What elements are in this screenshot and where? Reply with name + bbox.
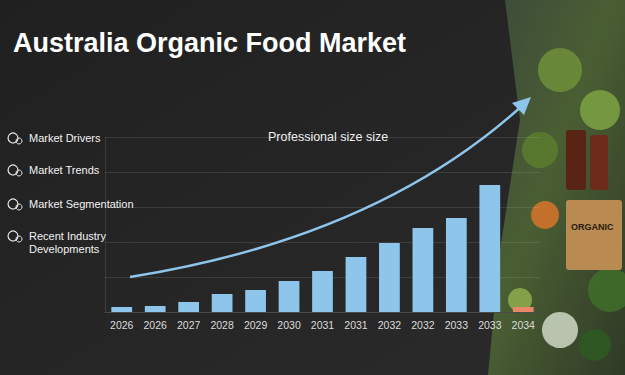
svg-text:2028: 2028 <box>210 319 234 331</box>
svg-text:2029: 2029 <box>244 319 268 331</box>
svg-text:Market Trends: Market Trends <box>29 164 100 176</box>
svg-text:2032: 2032 <box>411 319 435 331</box>
svg-text:Australia Organic Food Market: Australia Organic Food Market <box>13 28 406 58</box>
svg-text:ORGANIC: ORGANIC <box>571 222 614 232</box>
svg-text:2026: 2026 <box>110 319 134 331</box>
svg-text:Market Drivers: Market Drivers <box>29 132 101 144</box>
svg-text:2026: 2026 <box>144 319 168 331</box>
svg-text:2030: 2030 <box>277 319 301 331</box>
svg-text:2034: 2034 <box>512 319 536 331</box>
svg-text:Developments: Developments <box>29 243 100 255</box>
svg-text:Market Segmentation: Market Segmentation <box>29 198 134 210</box>
svg-text:2031: 2031 <box>344 319 368 331</box>
svg-text:2032: 2032 <box>378 319 402 331</box>
svg-text:Professional size size: Professional size size <box>268 130 388 144</box>
svg-text:Recent Industry: Recent Industry <box>29 230 109 242</box>
svg-text:2033: 2033 <box>445 319 469 331</box>
svg-text:2033: 2033 <box>478 319 502 331</box>
svg-text:2027: 2027 <box>177 319 201 331</box>
svg-text:2031: 2031 <box>311 319 335 331</box>
